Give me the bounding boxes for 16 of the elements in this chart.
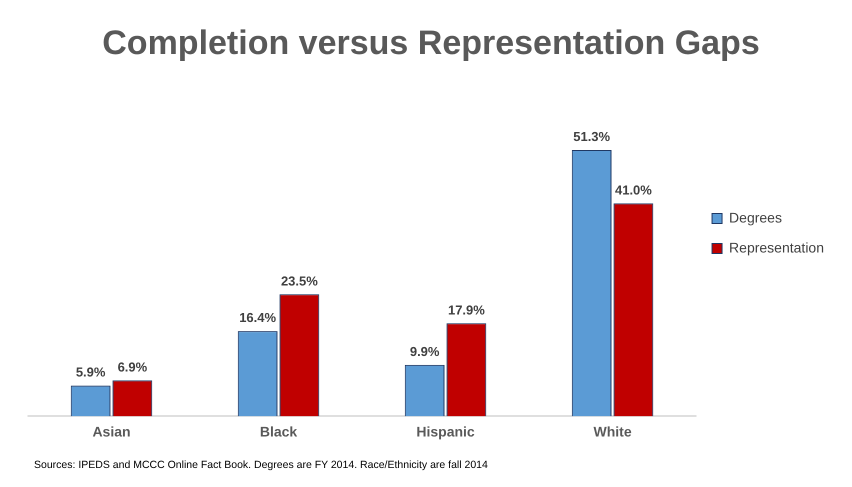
data-label: 41.0% [614, 182, 652, 198]
x-tick-label: Asian [92, 423, 131, 440]
x-tick-label: Black [260, 423, 298, 440]
data-label: 17.9% [448, 302, 486, 318]
legend-label: Degrees [729, 209, 782, 226]
data-label: 9.9% [410, 344, 440, 359]
x-tick-label: White [593, 423, 632, 440]
data-label: 6.9% [118, 359, 148, 374]
source-note: Sources: IPEDS and MCCC Online Fact Book. Degrees are FY 2014. Race/Ethnicity are fall 2014 [34, 459, 489, 471]
chart-title: Completion versus Representation Gaps [102, 24, 760, 62]
data-label: 16.4% [239, 310, 277, 326]
data-label: 23.5% [280, 273, 318, 288]
legend-label: Representation [729, 239, 824, 256]
data-label: 51.3% [573, 129, 611, 144]
x-tick-label: Hispanic [416, 423, 475, 440]
data-label: 5.9% [76, 364, 106, 380]
